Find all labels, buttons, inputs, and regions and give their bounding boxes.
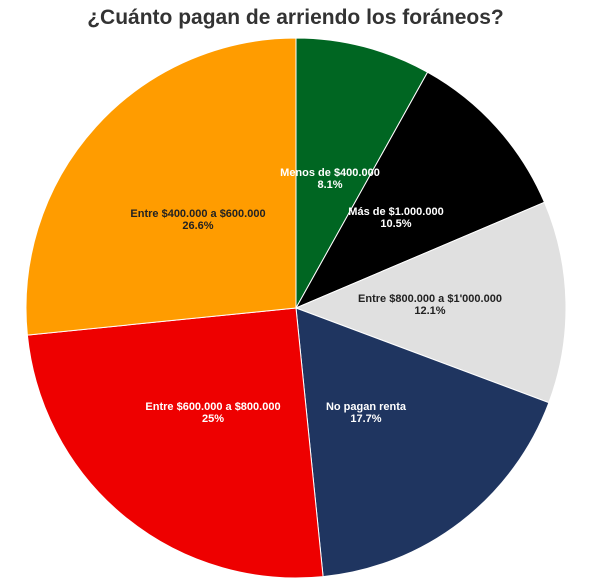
slice-value-label: 10.5% — [380, 218, 411, 230]
slice-category-label: Entre $800.000 a $1'000.000 — [358, 293, 502, 305]
pie-slice-2 — [294, 71, 546, 310]
slice-category-label: Más de $1.000.000 — [348, 206, 443, 218]
slice-value-label: 8.1% — [317, 179, 342, 191]
pie-slice-label-3: Entre $800.000 a $1'000.000 12.1% — [358, 293, 502, 317]
slice-value-label: 25% — [202, 413, 224, 425]
pie-slice-label-4: No pagan renta 17.7% — [326, 401, 407, 425]
pie-labels: Menos de $400.000 8.1% Más de $1.000.000 10… — [130, 167, 502, 425]
slice-value-label: 17.7% — [350, 413, 381, 425]
slice-category-label: No pagan renta — [326, 401, 407, 413]
pie-slice-3 — [294, 201, 567, 404]
pie-slice-label-5: Entre $600.000 a $800.000 25% — [145, 401, 280, 425]
pie-slice-label-2: Más de $1.000.000 10.5% — [348, 206, 443, 230]
pie-slices — [25, 37, 567, 579]
pie-slice-label-6: Entre $400.000 a $600.000 26.6% — [130, 208, 265, 232]
pie-slice-6 — [25, 37, 297, 336]
slice-value-label: 26.6% — [182, 220, 213, 232]
pie-slice-1 — [295, 37, 429, 310]
slice-category-label: Entre $400.000 a $600.000 — [130, 208, 265, 220]
slice-value-label: 12.1% — [414, 305, 445, 317]
pie-slice-4 — [295, 307, 550, 578]
chart-title: ¿Cuánto pagan de arriendo los foráneos? — [87, 6, 504, 29]
pie-slice-label-1: Menos de $400.000 8.1% — [280, 167, 380, 191]
pie-slice-5 — [26, 307, 324, 579]
slice-category-label: Entre $600.000 a $800.000 — [145, 401, 280, 413]
slice-category-label: Menos de $400.000 — [280, 167, 380, 179]
